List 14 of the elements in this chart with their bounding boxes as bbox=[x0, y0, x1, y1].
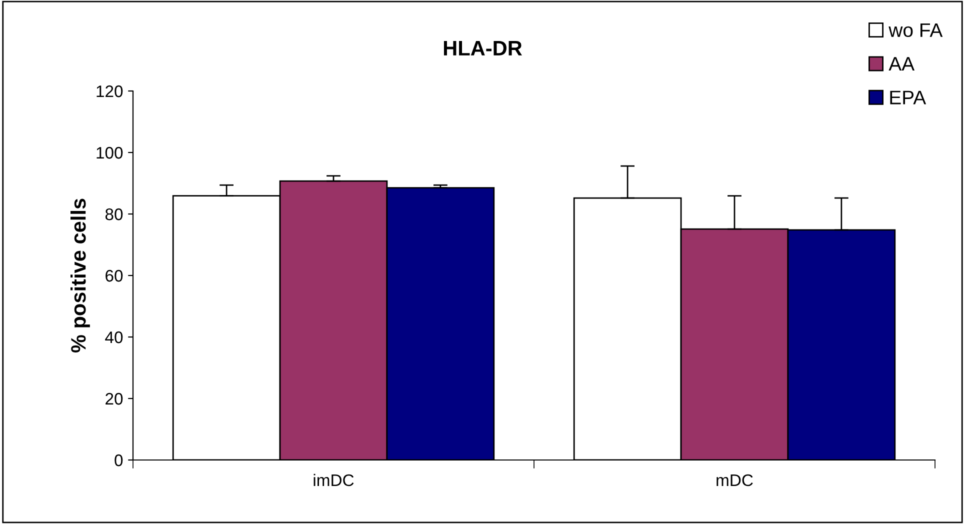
chart-title: HLA-DR bbox=[444, 41, 522, 56]
y-tick-label: 120 bbox=[96, 85, 123, 98]
legend-label: AA bbox=[888, 57, 915, 71]
legend-label: wo FA bbox=[888, 23, 943, 38]
x-tick-label: imDC bbox=[314, 474, 354, 486]
y-tick-label: 100 bbox=[96, 146, 123, 159]
y-tick-label: 60 bbox=[106, 270, 123, 282]
y-tick-label: 0 bbox=[114, 454, 123, 466]
y-tick-label: 20 bbox=[106, 392, 123, 405]
y-axis-title: % positive cells bbox=[70, 198, 90, 353]
y-tick-label: 80 bbox=[105, 208, 123, 220]
legend-label: EPA bbox=[890, 90, 926, 104]
x-tick-label: mDC bbox=[716, 474, 753, 486]
y-tick-label: 40 bbox=[105, 331, 123, 344]
